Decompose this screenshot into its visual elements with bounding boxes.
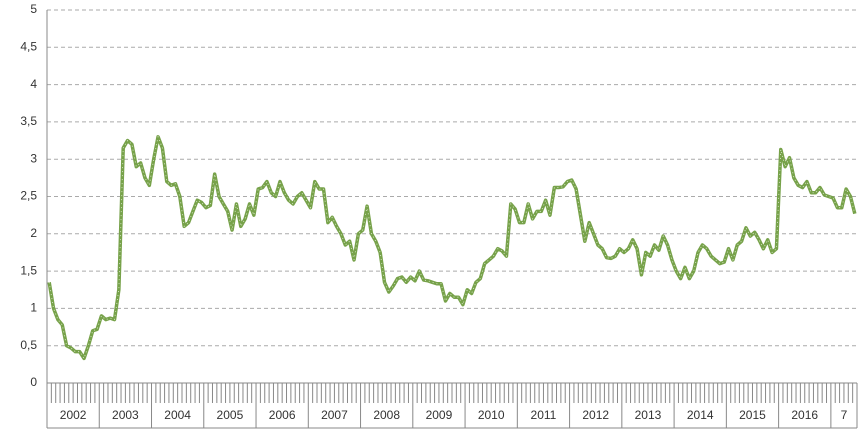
data-line [47,135,857,361]
x-tick-label: 2006 [269,408,296,422]
x-tick-label: 2003 [112,408,139,422]
x-tick-label: 2009 [426,408,453,422]
y-tick-label: 2 [30,226,37,240]
x-tick-label: 2008 [373,408,400,422]
x-tick-label: 2010 [478,408,505,422]
y-tick-label: 2,5 [20,189,37,203]
x-tick-label: 2007 [321,408,348,422]
x-tick-label: 2011 [531,408,557,422]
y-tick-label: 5 [30,2,37,16]
x-tick-label: 7 [841,408,848,422]
y-tick-label: 4 [30,77,37,91]
y-tick-label: 3,5 [20,114,37,128]
x-tick-label: 2013 [635,408,662,422]
y-tick-label: 3 [30,151,37,165]
x-tick-label: 2004 [164,408,191,422]
y-tick-label: 0 [30,375,37,389]
x-tick-label: 2016 [791,408,818,422]
x-tick-label: 2014 [687,408,714,422]
y-tick-label: 4,5 [20,39,37,53]
y-tick-label: 1,5 [20,263,37,277]
x-tick-label: 2005 [217,408,244,422]
y-tick-label: 0,5 [20,338,37,352]
x-tick-label: 2015 [739,408,766,422]
y-tick-label: 1 [30,301,37,315]
x-tick-label: 2012 [582,408,609,422]
data-line-highlight [48,135,856,360]
x-tick-label: 2002 [60,408,87,422]
